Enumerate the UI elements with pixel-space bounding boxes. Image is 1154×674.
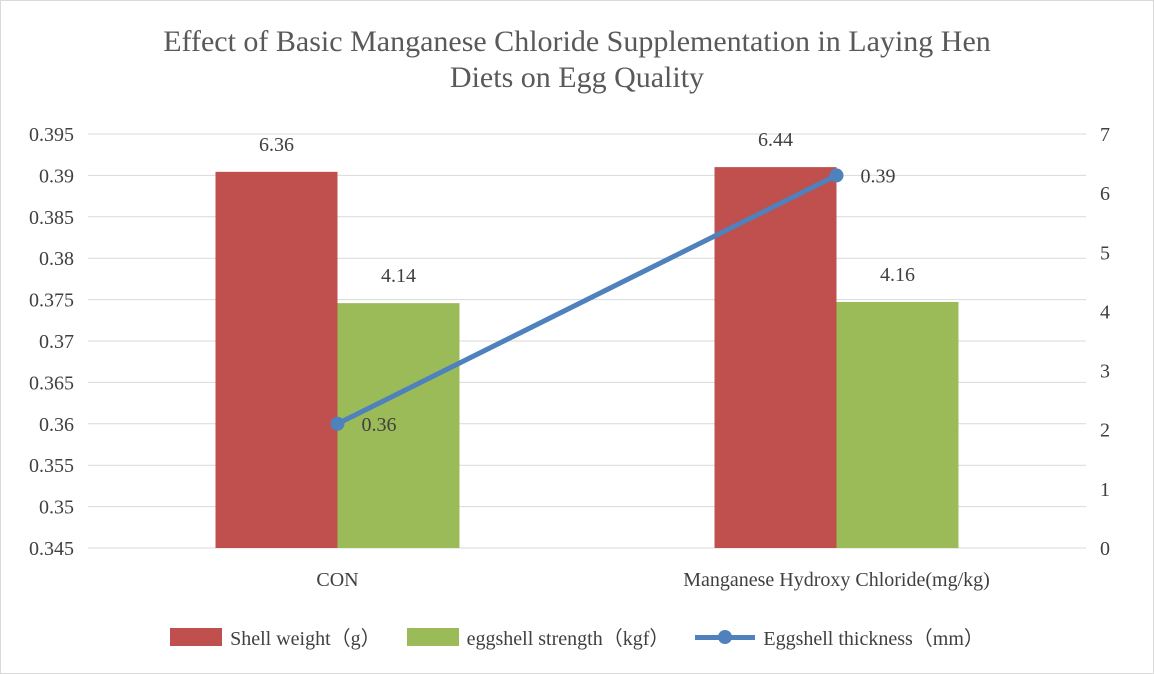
bar-eggshell-strength	[836, 301, 959, 548]
y-right-tick-label: 3	[1100, 361, 1110, 383]
x-category-label: CON	[316, 569, 358, 591]
y-right-tick-label: 5	[1100, 242, 1110, 264]
y-left-tick-label: 0.385	[29, 207, 74, 229]
y-right-tick-label: 6	[1100, 183, 1110, 205]
chart-title-line1: Effect of Basic Manganese Chloride Suppl…	[163, 25, 991, 58]
bar-shell-weight	[215, 171, 338, 548]
x-category-label: Manganese Hydroxy Chloride(mg/kg)	[683, 569, 990, 591]
y-left-tick-label: 0.39	[39, 165, 74, 187]
y-left-tick-label: 0.355	[29, 455, 74, 477]
y-right-tick-label: 0	[1100, 538, 1110, 560]
y-left-tick-label: 0.375	[29, 290, 74, 312]
y-left-tick-label: 0.37	[39, 331, 74, 353]
line-data-label: 0.39	[861, 165, 896, 187]
legend-item-eggshell-thickness: Eggshell thickness（mm）	[695, 622, 984, 651]
y-right-tick-label: 1	[1100, 479, 1110, 501]
legend-item-eggshell-strength: eggshell strength（kgf）	[406, 622, 670, 651]
legend-label-eggshell-strength: eggshell strength（kgf）	[466, 628, 670, 650]
legend-swatch-eggshell-thickness	[695, 628, 756, 646]
point-eggshell-thickness	[330, 416, 345, 431]
legend-label-shell-weight: Shell weight（g）	[230, 628, 381, 650]
bar-data-label: 4.16	[880, 264, 915, 286]
bar-data-label: 6.36	[259, 134, 294, 156]
chart-legend: Shell weight（g） eggshell strength（kgf） E…	[0, 622, 1154, 651]
bar-data-label: 6.44	[758, 129, 793, 151]
legend-item-shell-weight: Shell weight（g）	[170, 622, 381, 651]
y-left-tick-label: 0.38	[39, 248, 74, 270]
chart-title-line2: Diets on Egg Quality	[449, 61, 705, 94]
bar-eggshell-strength	[337, 303, 460, 548]
y-left-tick-label: 0.35	[39, 497, 74, 519]
y-left-tick-label: 0.365	[29, 372, 74, 394]
y-left-tick-label: 0.36	[39, 414, 74, 436]
y-right-tick-label: 2	[1100, 420, 1110, 442]
bar-data-label: 4.14	[381, 265, 416, 287]
line-data-label: 0.36	[362, 414, 397, 436]
legend-swatch-eggshell-strength	[406, 627, 459, 646]
legend-label-eggshell-thickness: Eggshell thickness（mm）	[763, 628, 984, 650]
line-eggshell-thickness	[335, 172, 839, 427]
y-right-tick-label: 4	[1100, 301, 1110, 323]
y-left-tick-label: 0.395	[29, 124, 74, 146]
y-left-tick-label: 0.345	[29, 538, 74, 560]
legend-swatch-shell-weight	[170, 627, 223, 646]
point-eggshell-thickness	[829, 168, 844, 183]
y-right-tick-label: 7	[1100, 124, 1110, 146]
bar-shell-weight	[714, 167, 837, 548]
